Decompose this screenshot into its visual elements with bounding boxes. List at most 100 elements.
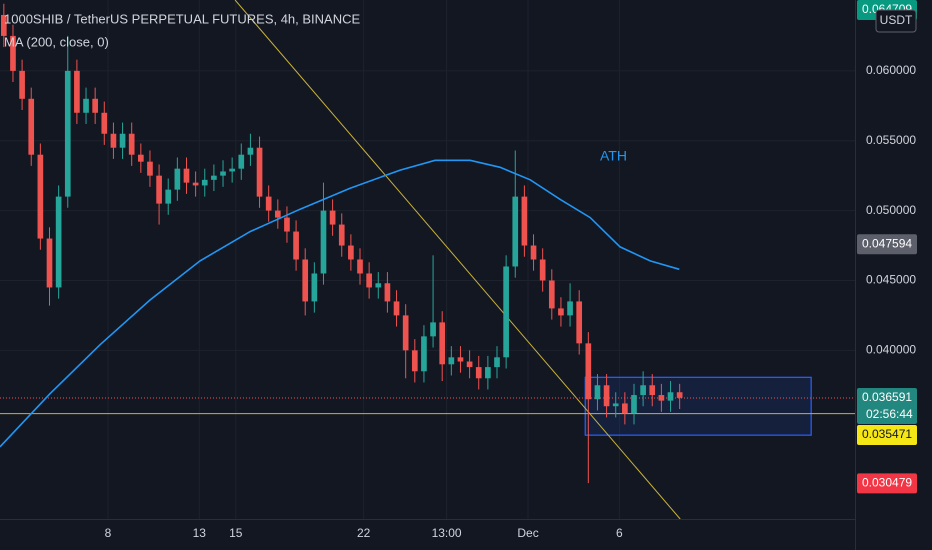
price-tag-label: 0.030479 <box>862 476 912 490</box>
candle-body <box>348 245 354 260</box>
x-tick-label: 13 <box>193 526 207 540</box>
annotation: ATH <box>600 148 627 164</box>
candle-body <box>211 175 217 180</box>
price-tag <box>857 234 917 255</box>
candle-body <box>475 367 482 379</box>
candle-body <box>220 171 226 176</box>
candle-body <box>137 154 144 162</box>
candle-body <box>658 395 665 401</box>
currency-box[interactable] <box>875 9 917 33</box>
countdown: 02:56:44 <box>866 407 913 421</box>
candle-body <box>55 196 62 288</box>
candle-body <box>119 133 126 148</box>
x-tick-label: Dec <box>517 526 538 540</box>
candle-body <box>439 322 446 365</box>
candle-body <box>530 245 537 260</box>
currency-label[interactable]: USDT <box>880 13 913 27</box>
candle-body <box>357 259 363 274</box>
candle-body <box>338 224 345 246</box>
indicator-label[interactable]: MA (200, close, 0) <box>4 34 109 49</box>
x-tick-label: 13:00 <box>432 526 462 540</box>
candle-body <box>46 238 53 288</box>
candle-body <box>19 70 25 99</box>
candle-body <box>64 70 71 197</box>
candle-body <box>1 14 7 36</box>
candle-body <box>174 168 181 190</box>
candle-body <box>192 182 199 186</box>
candle-body <box>448 357 455 365</box>
candle-body <box>274 210 281 218</box>
candle-body <box>265 196 272 211</box>
y-tick-label: 0.060000 <box>866 63 916 77</box>
candle-body <box>293 231 299 260</box>
candle-body <box>311 273 318 302</box>
price-tag <box>857 424 917 445</box>
price-tag-label: 0.035471 <box>862 427 912 441</box>
candle-body <box>156 175 162 204</box>
candle-body <box>329 210 336 225</box>
candle-body <box>92 98 98 113</box>
x-tick-label: 8 <box>105 526 112 540</box>
price-tag <box>857 473 917 494</box>
candle-body <box>503 266 509 358</box>
candle-body <box>539 259 546 281</box>
candle-body <box>256 147 263 197</box>
candle-body <box>631 395 637 414</box>
candle-body <box>612 403 619 407</box>
candle-body <box>375 283 382 288</box>
candle-body <box>576 301 583 344</box>
candle-body <box>366 273 372 288</box>
candle-body <box>676 392 683 398</box>
candle-body <box>466 361 473 368</box>
price-tag <box>857 387 917 424</box>
candle-body <box>430 322 436 337</box>
range-box <box>584 376 812 436</box>
candle-body <box>558 308 564 316</box>
candle-body <box>494 357 500 368</box>
trend-line <box>234 0 681 520</box>
candle-body <box>384 283 391 302</box>
candle-body <box>667 392 674 401</box>
x-tick-label: 22 <box>357 526 371 540</box>
candle-body <box>165 189 172 204</box>
candle-body <box>10 35 16 71</box>
candle-body <box>37 154 44 239</box>
y-tick-label: 0.045000 <box>866 273 916 287</box>
candle-body <box>457 357 464 362</box>
candle-body <box>110 133 117 148</box>
candle-body <box>320 210 327 274</box>
candle-body <box>411 350 418 372</box>
candle-body <box>238 154 245 169</box>
symbol-title[interactable]: 1000SHIB / TetherUS PERPETUAL FUTURES, 4… <box>4 11 361 26</box>
candle-body <box>183 168 190 183</box>
candle-body <box>284 217 290 232</box>
candle-body <box>402 315 409 351</box>
candle-body <box>603 385 610 407</box>
candle-body <box>128 133 135 155</box>
candle-body <box>147 161 153 176</box>
candle-body <box>640 385 646 396</box>
candle-body <box>302 259 309 302</box>
candle-body <box>548 280 555 309</box>
candle-body <box>521 196 528 246</box>
candle-body <box>28 98 35 155</box>
candle-body <box>101 112 108 134</box>
candle-body <box>567 301 573 316</box>
candle-body <box>201 179 208 186</box>
price-tag-label: 0.036591 <box>862 390 912 404</box>
candle-body <box>649 385 656 396</box>
candle-body <box>622 403 628 414</box>
x-tick-label: 15 <box>229 526 243 540</box>
y-tick-label: 0.050000 <box>866 203 916 217</box>
candle-body <box>393 301 400 316</box>
y-tick-label: 0.055000 <box>866 133 916 147</box>
candle-body <box>229 168 235 172</box>
candle-body <box>421 336 427 372</box>
candle-body <box>83 98 89 113</box>
y-tick-label: 0.040000 <box>866 343 916 357</box>
candle-body <box>512 196 519 267</box>
candle-body <box>485 367 491 379</box>
x-tick-label: 6 <box>616 526 623 540</box>
